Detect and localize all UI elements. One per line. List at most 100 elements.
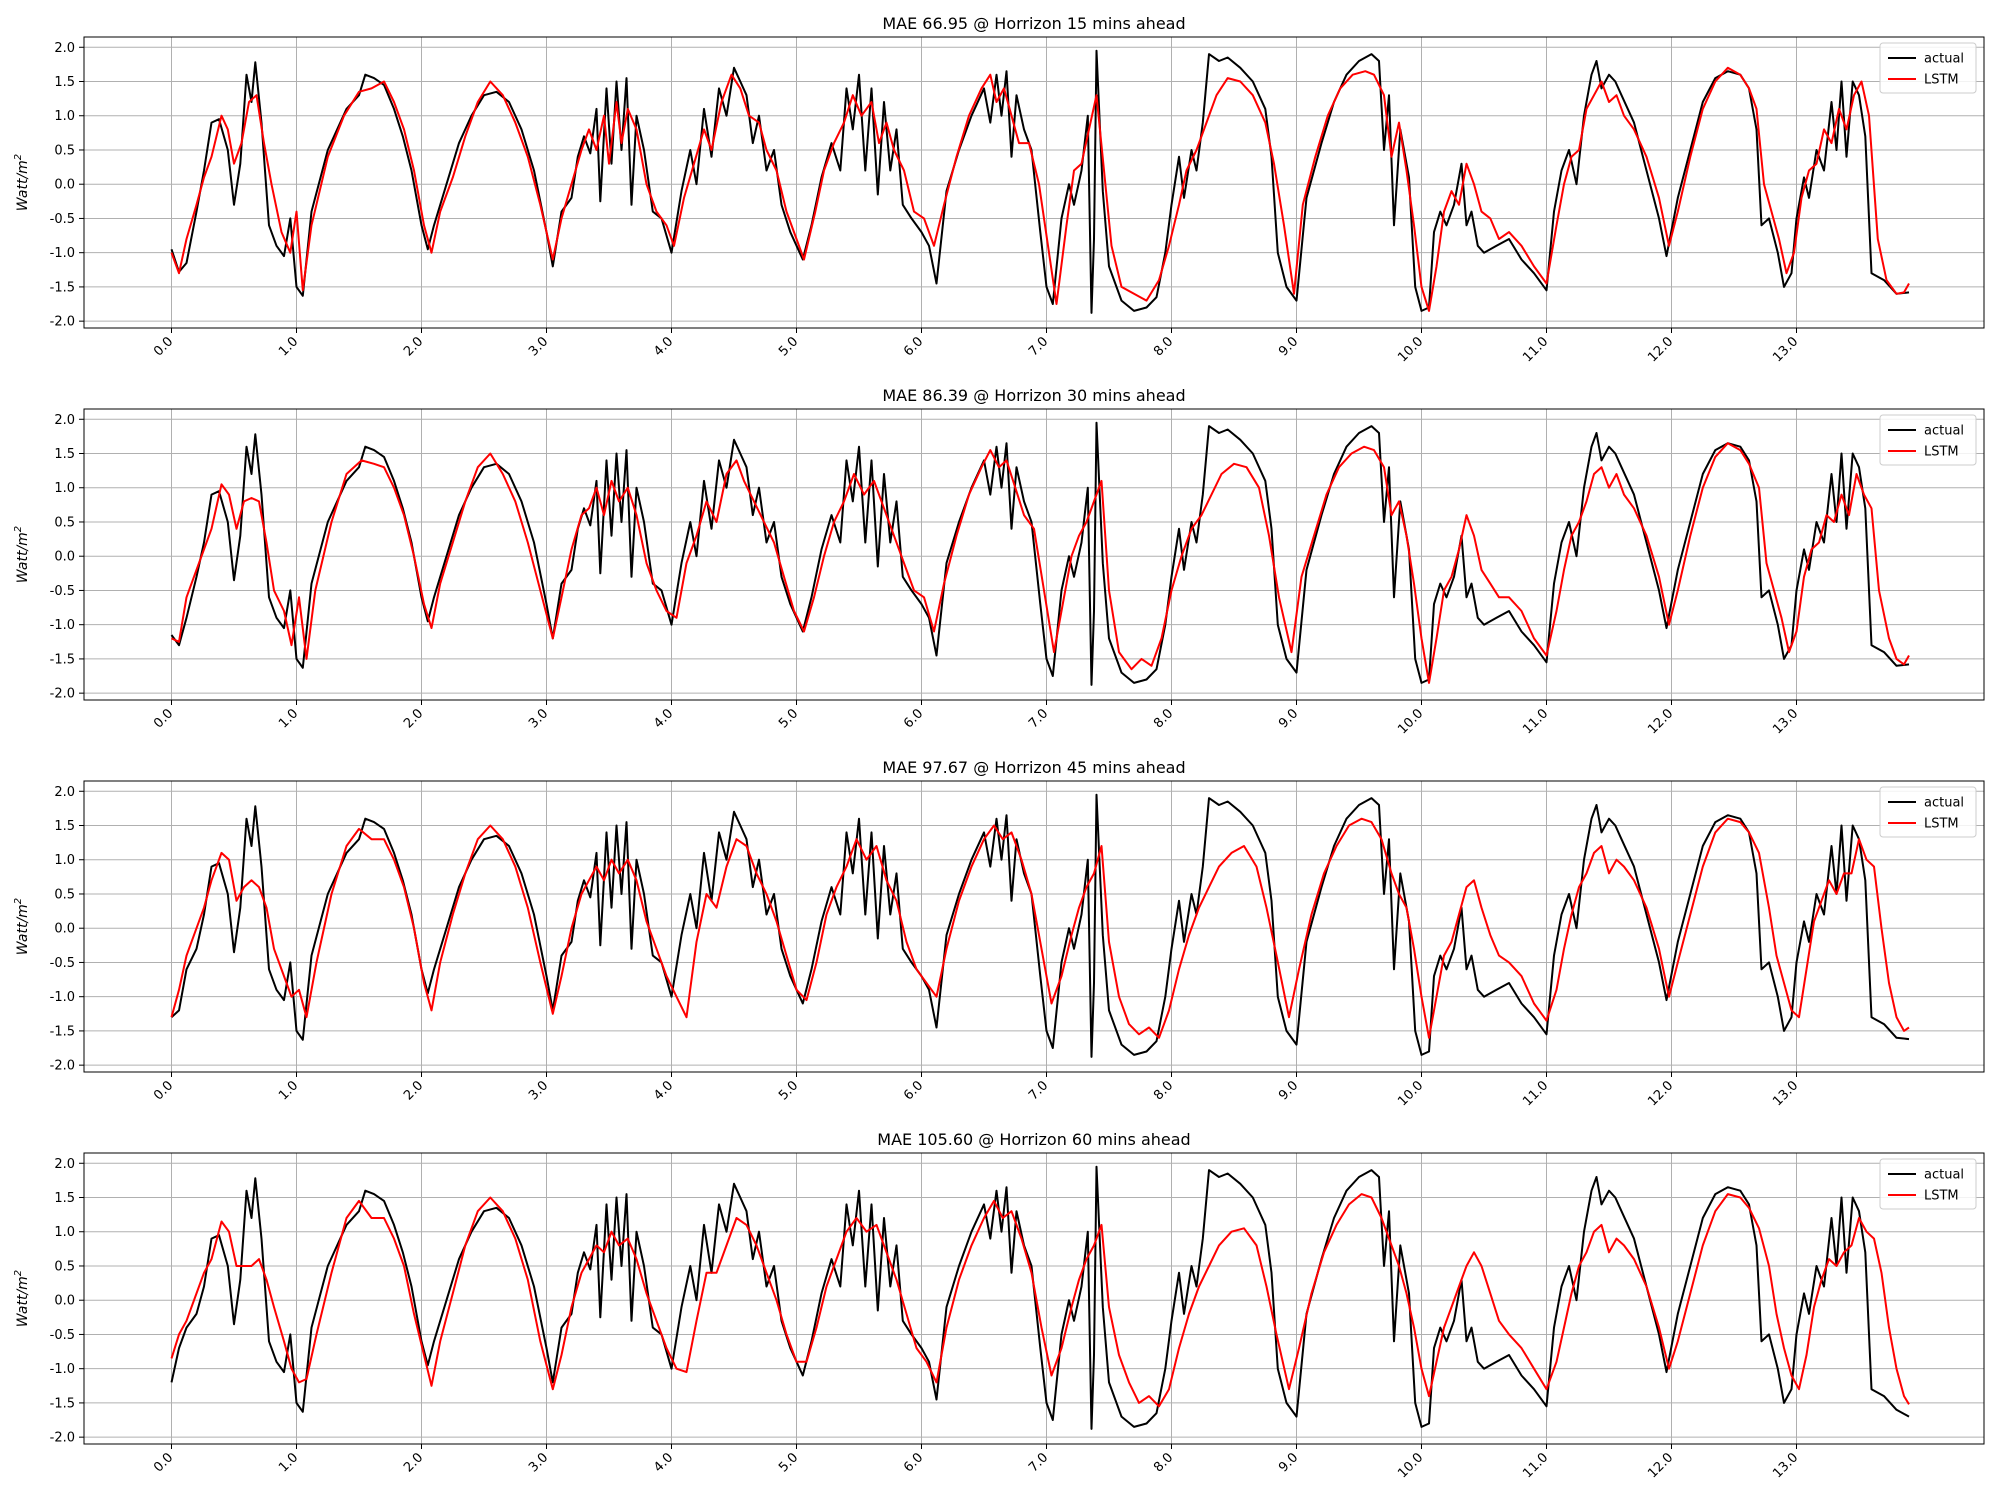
x-tick-label: 13.0 xyxy=(1770,706,1801,737)
y-axis-label-unit: Watt/m xyxy=(15,160,31,211)
grid xyxy=(84,1153,1984,1444)
y-tick-label: 0.5 xyxy=(54,515,75,530)
y-tick-label: -2.0 xyxy=(50,687,75,702)
y-tick-label: -0.5 xyxy=(50,956,75,971)
x-tick-label: 7.0 xyxy=(1026,1450,1051,1475)
x-tick-label: 9.0 xyxy=(1276,706,1301,731)
y-tick-label: 1.0 xyxy=(54,1225,75,1240)
y-axis-label-unit: Watt/m xyxy=(15,1276,31,1327)
y-tick-label: -2.0 xyxy=(50,315,75,330)
x-tick-label: 4.0 xyxy=(651,706,676,731)
x-tick-label: 12.0 xyxy=(1645,334,1676,365)
y-axis-label-exponent: 2 xyxy=(13,154,24,160)
axes-frame xyxy=(83,780,1985,1073)
legend: actual LSTM xyxy=(1879,414,1977,466)
x-tick-label: 10.0 xyxy=(1395,1450,1426,1481)
series-line-actual xyxy=(170,421,1910,686)
series-line-lstm xyxy=(170,66,1910,312)
y-tick-label: 1.0 xyxy=(54,853,75,868)
x-tick-label: 1.0 xyxy=(276,1450,301,1475)
x-tick-label: 11.0 xyxy=(1520,334,1551,365)
x-tick-label: 4.0 xyxy=(651,1078,676,1103)
x-tick-label: 1.0 xyxy=(276,334,301,359)
series-line-lstm xyxy=(170,1193,1910,1408)
grid xyxy=(84,37,1984,328)
y-tick-label: 1.5 xyxy=(54,1191,75,1206)
x-tick-label: 9.0 xyxy=(1276,1450,1301,1475)
series-line-actual xyxy=(170,793,1910,1058)
x-tick-label: 8.0 xyxy=(1151,1078,1176,1103)
series-line-lstm xyxy=(170,817,1910,1039)
y-tick-label: 0.5 xyxy=(54,1259,75,1274)
y-tick-label: -1.0 xyxy=(50,990,75,1005)
subplot-2: MAE 86.39 @ Horrizon 30 mins ahead -2.0 -1… xyxy=(13,386,1985,737)
x-tick-label: 7.0 xyxy=(1026,1078,1051,1103)
x-tick-label: 1.0 xyxy=(276,1078,301,1103)
y-tick-label: 1.0 xyxy=(54,481,75,496)
y-tick-label: -1.5 xyxy=(50,1024,75,1039)
x-tick-label: 0.0 xyxy=(151,1450,176,1475)
y-tick-label: -1.5 xyxy=(50,280,75,295)
legend: actual LSTM xyxy=(1879,42,1977,94)
x-tick-label: 6.0 xyxy=(901,1450,926,1475)
x-tick-label: 13.0 xyxy=(1770,1078,1801,1109)
x-tick-label: 10.0 xyxy=(1395,334,1426,365)
x-tick-label: 12.0 xyxy=(1645,1450,1676,1481)
subplot-title: MAE 105.60 @ Horrizon 60 mins ahead xyxy=(877,1130,1190,1149)
y-tick-label: 1.5 xyxy=(54,75,75,90)
x-tick-label: 11.0 xyxy=(1520,1078,1551,1109)
subplot-4: MAE 105.60 @ Horrizon 60 mins ahead -2.0 -… xyxy=(13,1130,1985,1481)
legend-label-lstm: LSTM xyxy=(1924,73,1959,88)
y-axis-label-exponent: 2 xyxy=(13,1270,24,1276)
series-line-actual xyxy=(170,1165,1910,1430)
y-tick-label: 1.0 xyxy=(54,109,75,124)
x-tick-label: 7.0 xyxy=(1026,706,1051,731)
legend: actual LSTM xyxy=(1879,1158,1977,1210)
subplot-title: MAE 66.95 @ Horrizon 15 mins ahead xyxy=(882,14,1185,33)
x-tick-label: 6.0 xyxy=(901,706,926,731)
y-tick-label: -1.0 xyxy=(50,246,75,261)
y-tick-label: -1.0 xyxy=(50,1362,75,1377)
y-tick-label: 1.5 xyxy=(54,819,75,834)
legend: actual LSTM xyxy=(1879,786,1977,838)
y-tick-label: 2.0 xyxy=(54,41,75,56)
y-axis-label-exponent: 2 xyxy=(13,526,24,532)
x-tick-label: 8.0 xyxy=(1151,1450,1176,1475)
y-tick-label: -2.0 xyxy=(50,1059,75,1074)
x-tick-label: 5.0 xyxy=(776,1078,801,1103)
legend-label-lstm: LSTM xyxy=(1924,817,1959,832)
y-tick-label: 2.0 xyxy=(54,785,75,800)
y-axis-label-unit: Watt/m xyxy=(15,532,31,583)
legend-label-lstm: LSTM xyxy=(1924,445,1959,460)
x-tick-label: 0.0 xyxy=(151,1078,176,1103)
y-tick-label: -1.0 xyxy=(50,618,75,633)
y-tick-label: 2.0 xyxy=(54,1157,75,1172)
legend-box xyxy=(1879,1158,1977,1210)
axes-frame xyxy=(83,36,1985,329)
legend-box xyxy=(1879,786,1977,838)
legend-box xyxy=(1879,414,1977,466)
x-tick-label: 10.0 xyxy=(1395,1078,1426,1109)
x-tick-label: 5.0 xyxy=(776,706,801,731)
x-tick-label: 4.0 xyxy=(651,334,676,359)
y-tick-label: -0.5 xyxy=(50,584,75,599)
x-tick-label: 3.0 xyxy=(526,706,551,731)
x-tick-label: 5.0 xyxy=(776,334,801,359)
subplot-title: MAE 86.39 @ Horrizon 30 mins ahead xyxy=(882,386,1185,405)
y-tick-label: -0.5 xyxy=(50,212,75,227)
y-tick-label: 0.5 xyxy=(54,887,75,902)
x-tick-label: 6.0 xyxy=(901,334,926,359)
x-tick-label: 4.0 xyxy=(651,1450,676,1475)
axes-frame xyxy=(83,1152,1985,1445)
subplot-1: MAE 66.95 @ Horrizon 15 mins ahead -2.0 -1… xyxy=(13,14,1985,365)
axes-frame xyxy=(83,408,1985,701)
y-axis-label: Watt/m2 xyxy=(13,898,31,955)
y-tick-label: -2.0 xyxy=(50,1431,75,1446)
x-tick-label: 11.0 xyxy=(1520,1450,1551,1481)
y-tick-label: 0.0 xyxy=(54,922,75,937)
legend-label-lstm: LSTM xyxy=(1924,1189,1959,1204)
legend-box xyxy=(1879,42,1977,94)
x-tick-label: 1.0 xyxy=(276,706,301,731)
x-tick-label: 3.0 xyxy=(526,334,551,359)
